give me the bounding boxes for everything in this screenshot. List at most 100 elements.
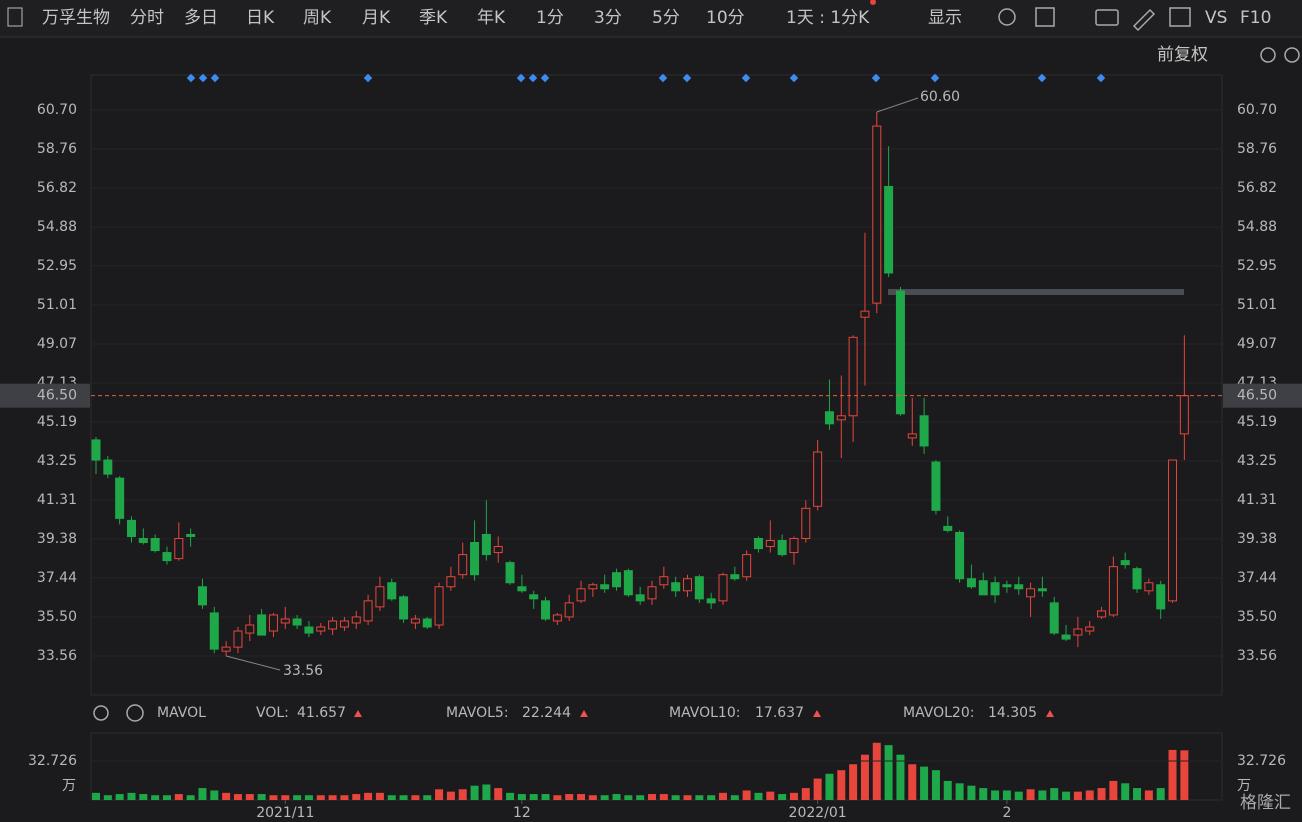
volume-bar bbox=[506, 792, 515, 800]
candle-body bbox=[777, 540, 787, 556]
candle-body bbox=[470, 542, 480, 576]
candle-body bbox=[588, 584, 598, 590]
candle-body bbox=[446, 576, 456, 588]
event-marker[interactable] bbox=[210, 73, 220, 83]
candle-body bbox=[742, 554, 752, 578]
stock-name[interactable]: 万孚生物 bbox=[42, 8, 110, 28]
candle-body bbox=[943, 525, 953, 531]
volume-bar bbox=[648, 794, 657, 800]
volume-bar bbox=[991, 790, 1000, 800]
candle-body bbox=[410, 618, 420, 624]
candle-body bbox=[789, 537, 799, 554]
period-tab[interactable]: 1分 bbox=[536, 8, 564, 28]
candle-body bbox=[1026, 588, 1036, 598]
indicator-name[interactable]: MAVOL bbox=[157, 705, 206, 721]
volume-bar bbox=[1133, 788, 1142, 800]
y-tick-label-right: 45.19 bbox=[1237, 414, 1277, 430]
volume-bar bbox=[908, 764, 917, 800]
candle-body bbox=[292, 618, 302, 626]
candle-body bbox=[860, 310, 870, 318]
candle-body bbox=[647, 586, 657, 600]
period-tab[interactable]: 月K bbox=[362, 8, 391, 28]
shape-icon[interactable] bbox=[1035, 7, 1055, 27]
period-tab[interactable]: 年K bbox=[477, 8, 506, 28]
period-tab[interactable]: 多日 bbox=[184, 8, 218, 28]
x-tick-label: 2 bbox=[1002, 805, 1011, 821]
candle-body bbox=[1085, 626, 1095, 632]
candle-body bbox=[671, 582, 681, 592]
period-tab[interactable]: 季K bbox=[419, 8, 448, 28]
y-tick-label-right: 43.25 bbox=[1237, 453, 1277, 469]
volume-bar bbox=[198, 788, 207, 800]
volume-bar bbox=[529, 794, 538, 800]
candle-body bbox=[694, 576, 704, 600]
y-tick-label-right: 51.01 bbox=[1237, 297, 1277, 313]
volume-bar bbox=[340, 795, 349, 800]
sidebar-toggle[interactable] bbox=[7, 7, 23, 27]
volume-bar bbox=[435, 789, 444, 800]
volume-bar bbox=[624, 795, 633, 800]
volume-bar bbox=[269, 795, 278, 800]
candle-body bbox=[801, 507, 811, 539]
settings-icon[interactable] bbox=[998, 8, 1016, 26]
pen-icon[interactable] bbox=[1132, 8, 1156, 32]
mavol-value: 17.637 bbox=[755, 705, 804, 721]
vol-arrow bbox=[354, 710, 362, 717]
vs-button[interactable]: VS bbox=[1205, 8, 1227, 28]
x-tick-label: 2022/01 bbox=[789, 805, 847, 821]
candle-body bbox=[399, 596, 409, 620]
price-tag-right bbox=[1223, 383, 1302, 408]
y-tick-label: 41.31 bbox=[37, 492, 77, 508]
event-marker[interactable] bbox=[363, 73, 373, 83]
zoom-out-icon[interactable] bbox=[1260, 47, 1276, 63]
volume-bar bbox=[837, 770, 846, 800]
zoom-in-icon[interactable] bbox=[1284, 47, 1300, 63]
volume-bar bbox=[494, 788, 503, 800]
candle-body bbox=[966, 578, 976, 588]
volume-bar bbox=[316, 795, 325, 800]
volume-bar bbox=[1109, 780, 1118, 800]
period-tab[interactable]: 日K bbox=[246, 8, 275, 28]
event-marker[interactable] bbox=[186, 73, 196, 83]
display-menu[interactable]: 显示 bbox=[928, 8, 962, 28]
indicator-close[interactable] bbox=[126, 704, 144, 722]
period-tab[interactable]: 周K bbox=[303, 8, 332, 28]
y-tick-label-right: 56.82 bbox=[1237, 180, 1277, 196]
drawn-bar bbox=[888, 289, 1184, 295]
candle-body bbox=[600, 584, 610, 590]
y-tick-label: 54.88 bbox=[37, 219, 77, 235]
candle-body bbox=[115, 477, 125, 519]
volume-bar bbox=[151, 795, 160, 800]
candle-body bbox=[612, 572, 622, 588]
volume-bar bbox=[1085, 790, 1094, 800]
period-tab[interactable]: 10分 bbox=[706, 8, 745, 28]
adjust-mode[interactable]: 前复权 bbox=[1157, 45, 1208, 65]
camera-icon[interactable] bbox=[1095, 9, 1119, 26]
mavol-label: MAVOL5: bbox=[446, 705, 509, 721]
volume-bar bbox=[411, 795, 420, 800]
volume-bar bbox=[718, 792, 727, 800]
y-tick-label-right: 58.76 bbox=[1237, 141, 1277, 157]
volume-bar bbox=[860, 754, 869, 800]
period-select[interactable]: 1天 : 1分K bbox=[786, 8, 870, 28]
fullscreen-icon[interactable] bbox=[1169, 7, 1191, 27]
mavol-arrow bbox=[813, 710, 821, 717]
indicator-settings[interactable] bbox=[93, 705, 109, 721]
f10-button[interactable]: F10 bbox=[1240, 8, 1271, 28]
period-tab[interactable]: 3分 bbox=[594, 8, 622, 28]
event-marker[interactable] bbox=[198, 73, 208, 83]
volume-tick-label: 32.726 bbox=[28, 753, 77, 769]
price-tag-left-text: 46.50 bbox=[37, 388, 77, 404]
candle-body bbox=[872, 125, 882, 304]
period-tab[interactable]: 5分 bbox=[652, 8, 680, 28]
watermark: 格隆汇 bbox=[1240, 793, 1291, 813]
period-tab[interactable]: 分时 bbox=[130, 8, 164, 28]
y-tick-label-right: 35.50 bbox=[1237, 609, 1277, 625]
candle-body bbox=[375, 586, 385, 608]
x-tick-label: 2021/11 bbox=[256, 805, 314, 821]
candle-body bbox=[1037, 588, 1047, 592]
candle-body bbox=[813, 451, 823, 507]
y-tick-label: 43.25 bbox=[37, 453, 77, 469]
volume-bar bbox=[1156, 788, 1165, 800]
candle-body bbox=[1097, 610, 1107, 618]
